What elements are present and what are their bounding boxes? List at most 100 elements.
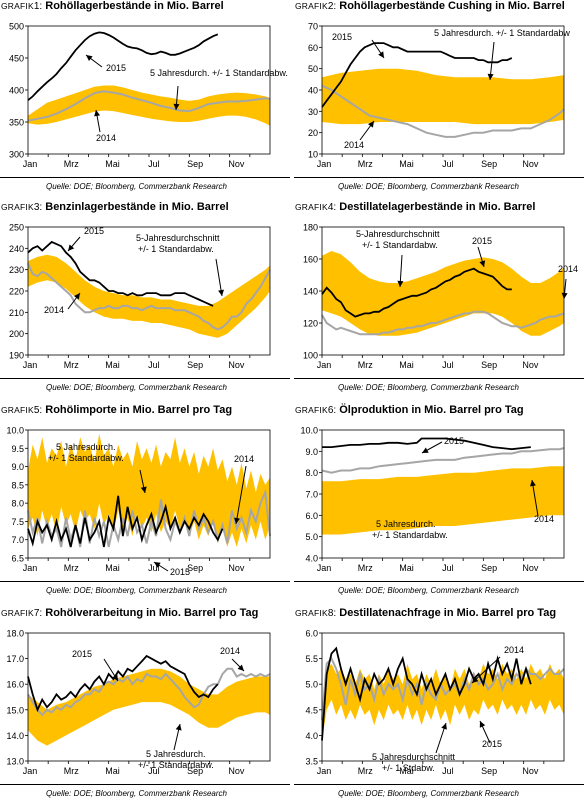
annotation-label: 2014 <box>234 454 254 464</box>
annotation-arrow-line <box>471 656 501 684</box>
title-text: Rohölimporte in Mio. Barrel pro Tag <box>45 404 233 416</box>
chart-panel-oelproduktion: GRAFIK6: Ölproduktion in Mio. Barrel pro… <box>294 404 584 604</box>
x-tick-label: Nov <box>228 159 245 169</box>
title-prefix: GRAFIK <box>1 608 34 618</box>
y-tick-label: 7.0 <box>305 490 318 500</box>
y-tick-label: 13.0 <box>6 757 24 767</box>
y-tick-label: 4.5 <box>305 705 318 715</box>
title-number: 4: <box>327 202 337 213</box>
annotation-label: 2015 <box>170 567 190 577</box>
y-tick-label: 60 <box>308 43 318 53</box>
x-tick-label: Mai <box>105 159 120 169</box>
annotation-label: 2015 <box>472 236 492 246</box>
annotation-arrow-head <box>422 447 429 453</box>
chart-title: GRAFIK5: Rohölimporte in Mio. Barrel pro… <box>1 404 232 416</box>
x-tick-label: Mai <box>399 360 414 370</box>
plot-frame <box>27 25 271 155</box>
x-tick-label: Sep <box>187 563 203 573</box>
x-tick-label: Sep <box>481 766 497 776</box>
x-tick-label: Jul <box>442 159 454 169</box>
source-note: Quelle: DOE; Bloomberg, Commerzbank Rese… <box>46 182 227 191</box>
chart-svg: 6.5 7.0 7.5 8.0 8.5 9.0 9.5 10.0 Jan Mrz Mai Jul Sep… <box>6 426 271 577</box>
y-tick-label: 100 <box>303 351 318 361</box>
y-tick-label: 6.0 <box>305 629 318 639</box>
y-tick-label: 4.0 <box>305 731 318 741</box>
panel-separator <box>0 378 290 379</box>
x-tick-label: Jan <box>23 563 38 573</box>
title-number: 7: <box>33 608 43 619</box>
y-tick-label: 8.0 <box>305 468 318 478</box>
source-note: Quelle: DOE; Bloomberg, Commerzbank Rese… <box>338 789 519 798</box>
y-tick-label: 50 <box>308 64 318 74</box>
y-tick-label: 200 <box>9 329 24 339</box>
panel-separator <box>0 784 290 785</box>
x-tick-label: Sep <box>481 360 497 370</box>
chart-svg: 13.0 14.0 15.0 16.0 17.0 18.0 Jan Mrz Mai Jul Sep N… <box>6 629 271 776</box>
annotation-arrow-line <box>531 479 539 517</box>
x-tick-label: Mai <box>105 563 120 573</box>
series-line-2014 <box>27 488 271 548</box>
chart-svg: 190 200 210 220 230 240 250 Jan Mrz Mai Jul Sep Nov 2… <box>9 223 271 370</box>
annotation-arrow-line <box>215 258 223 297</box>
x-tick-label: Jan <box>23 360 38 370</box>
series-line-2015 <box>321 42 513 108</box>
annotation-arrow-line <box>489 41 495 81</box>
std-band-area <box>322 251 564 336</box>
x-tick-label: Jul <box>442 766 454 776</box>
annotation-arrow-head <box>561 292 568 299</box>
annotation-label: +/- 1 Standardabw. <box>372 530 448 540</box>
x-tick-label: Sep <box>187 159 203 169</box>
annotation-arrow-head <box>234 517 240 524</box>
title-text: Destillatelagerbestände in Mio. Barrel <box>339 201 536 213</box>
y-tick-label: 6.5 <box>11 554 24 564</box>
series-line-2014 <box>27 667 271 717</box>
y-tick-label: 140 <box>303 287 318 297</box>
x-tick-label: Sep <box>187 766 203 776</box>
y-tick-label: 230 <box>9 265 24 275</box>
y-tick-label: 14.0 <box>6 731 24 741</box>
title-text: Rohöllagerbestände Cushing in Mio. Barre… <box>339 0 565 12</box>
annotation-label: 2015 <box>72 649 92 659</box>
annotation-label: 2014 <box>220 646 240 656</box>
annotation-label: 5-Jahresdurchschnitt <box>136 233 220 243</box>
series-line-2014 <box>321 310 565 336</box>
x-tick-label: Mai <box>399 563 414 573</box>
chart-svg: 10 20 30 40 50 60 70 Jan Mrz Mai Jul Sep Nov 2015 5 Ja… <box>308 22 570 170</box>
title-prefix: GRAFIK <box>295 608 328 618</box>
y-tick-label: 10.0 <box>300 426 318 436</box>
y-tick-label: 20 <box>308 128 318 138</box>
x-tick-label: Mai <box>399 766 414 776</box>
chart-title: GRAFIK8: Destillatenachfrage in Mio. Bar… <box>295 607 556 619</box>
std-band-area <box>28 85 270 126</box>
x-tick-label: Jan <box>23 766 38 776</box>
x-tick-label: Mai <box>105 766 120 776</box>
y-tick-label: 160 <box>303 255 318 265</box>
title-prefix: GRAFIK <box>295 405 328 415</box>
x-tick-label: Jul <box>148 159 160 169</box>
annotation-arrow-head <box>94 110 100 117</box>
series-line-2014 <box>27 262 271 331</box>
y-tick-label: 300 <box>9 150 24 160</box>
annotation-label: 5 Jahresdurchschnitt <box>372 752 456 762</box>
annotation-label: 2015 <box>84 226 104 236</box>
y-tick-label: 7.5 <box>11 517 24 527</box>
annotation-arrow-head <box>530 480 536 487</box>
title-number: 5: <box>33 405 43 416</box>
chart-panel-rohoelverarbeitung: GRAFIK7: Rohölverarbeitung in Mio. Barre… <box>0 607 290 807</box>
x-tick-label: Nov <box>228 766 245 776</box>
y-tick-label: 16.0 <box>6 680 24 690</box>
annotation-arrow-head <box>86 55 93 61</box>
chart-title: GRAFIK1: Rohöllagerbestände in Mio. Barr… <box>1 0 224 12</box>
title-text: Benzinlagerbestände in Mio. Barrel <box>45 201 229 213</box>
annotation-label: +/- 1 Standardabw. <box>362 240 438 250</box>
y-tick-label: 18.0 <box>6 629 24 639</box>
y-tick-label: 40 <box>308 86 318 96</box>
std-band-area <box>28 433 270 547</box>
chart-panel-destillatelager: GRAFIK4: Destillatelagerbestände in Mio.… <box>294 201 584 401</box>
annotation-label: +/- 1 Standardabw. <box>138 760 214 770</box>
y-tick-label: 7.0 <box>11 535 24 545</box>
series-line-2015 <box>321 646 532 741</box>
title-text: Rohölverarbeitung in Mio. Barrel pro Tag <box>45 607 259 619</box>
x-tick-label: Jul <box>442 563 454 573</box>
panel-separator <box>294 378 584 379</box>
